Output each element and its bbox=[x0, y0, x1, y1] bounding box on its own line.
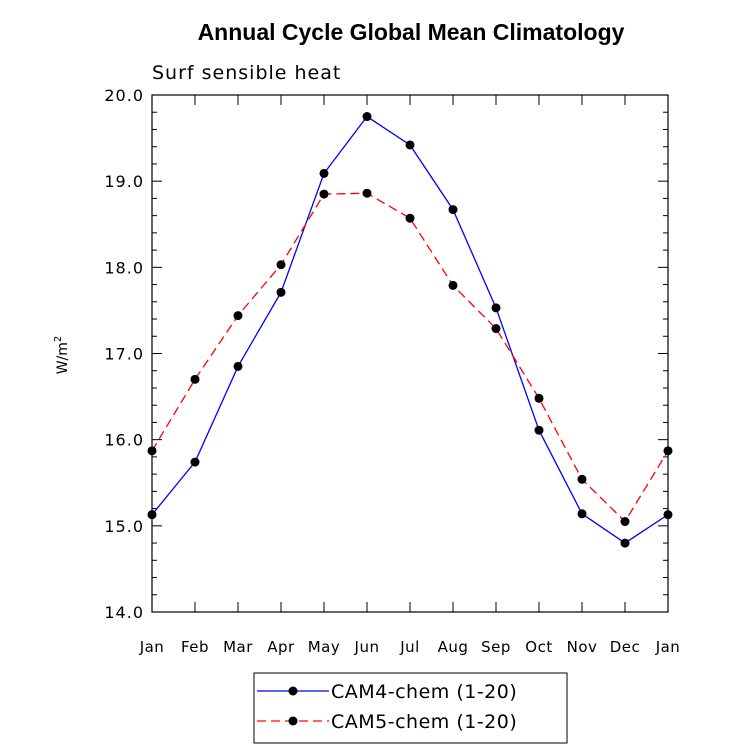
series-1-point bbox=[491, 303, 501, 313]
y-tick-label: 16.0 bbox=[104, 431, 144, 450]
y-tick-label: 18.0 bbox=[104, 258, 144, 277]
y-tick-label: 19.0 bbox=[104, 172, 144, 191]
series-2-point bbox=[577, 474, 587, 484]
plot-frame bbox=[151, 94, 669, 613]
x-tick-label: Jun bbox=[354, 638, 380, 656]
legend-marker-2 bbox=[288, 716, 298, 726]
legend-label-2: CAM5-chem (1-20) bbox=[331, 711, 517, 733]
series-1-point bbox=[233, 361, 243, 371]
series-2-point bbox=[362, 188, 372, 198]
x-tick-label: Nov bbox=[567, 638, 598, 656]
y-axis-label-base: W/m bbox=[55, 342, 71, 374]
x-tick-label: Apr bbox=[267, 638, 295, 656]
y-tick-label: 17.0 bbox=[104, 345, 144, 364]
x-tick-label: Mar bbox=[223, 638, 253, 656]
legend-marker-1 bbox=[288, 686, 298, 696]
series-1-point bbox=[405, 140, 415, 150]
series-2-point bbox=[276, 260, 286, 270]
x-tick-label: Oct bbox=[525, 638, 552, 656]
series-2-point bbox=[190, 374, 200, 384]
axis-ticks bbox=[151, 94, 669, 613]
series-2-point bbox=[491, 324, 501, 334]
series-2-point bbox=[620, 517, 630, 527]
series-1-point bbox=[362, 112, 372, 122]
series-1-point bbox=[534, 425, 544, 435]
series-2-point bbox=[319, 189, 329, 199]
x-tick-label: Sep bbox=[481, 638, 511, 656]
y-tick-label: 20.0 bbox=[104, 86, 144, 105]
x-tick-label: Jan bbox=[139, 638, 165, 656]
series-1-point bbox=[190, 457, 200, 467]
series-line-2 bbox=[151, 192, 669, 523]
chart-subtitle: Surf sensible heat bbox=[152, 62, 341, 84]
series-2-point bbox=[405, 213, 415, 223]
legend-box bbox=[253, 672, 568, 744]
series-line-1 bbox=[151, 115, 669, 544]
series-2-point bbox=[233, 311, 243, 321]
y-tick-labels: 14.0 15.0 16.0 17.0 18.0 19.0 20.0 bbox=[104, 86, 144, 622]
x-tick-label: May bbox=[308, 638, 341, 656]
series-1-point bbox=[319, 168, 329, 178]
series-1-point bbox=[620, 538, 630, 548]
legend: CAM4-chem (1-20) CAM5-chem (1-20) bbox=[253, 672, 568, 744]
y-tick-label: 14.0 bbox=[104, 603, 144, 622]
x-tick-label: Aug bbox=[438, 638, 469, 656]
y-axis-label-superscript: 2 bbox=[53, 336, 64, 342]
x-tick-labels: Jan Feb Mar Apr May Jun Jul Aug Sep Oct Nov Dec Jan bbox=[139, 638, 681, 656]
y-axis-label: W/m2 bbox=[53, 336, 71, 375]
legend-label-1: CAM4-chem (1-20) bbox=[331, 681, 517, 703]
series-2-point bbox=[448, 280, 458, 290]
y-tick-label: 15.0 bbox=[104, 517, 144, 536]
x-tick-label: Feb bbox=[181, 638, 209, 656]
series-1-point bbox=[276, 287, 286, 297]
series-layer bbox=[147, 112, 673, 548]
x-tick-label: Jan bbox=[655, 638, 681, 656]
x-tick-label: Jul bbox=[399, 638, 420, 656]
series-1-point bbox=[577, 509, 587, 519]
x-tick-label: Dec bbox=[610, 638, 641, 656]
series-2-point bbox=[534, 393, 544, 403]
chart-title: Annual Cycle Global Mean Climatology bbox=[198, 19, 625, 45]
series-1-point bbox=[448, 205, 458, 215]
